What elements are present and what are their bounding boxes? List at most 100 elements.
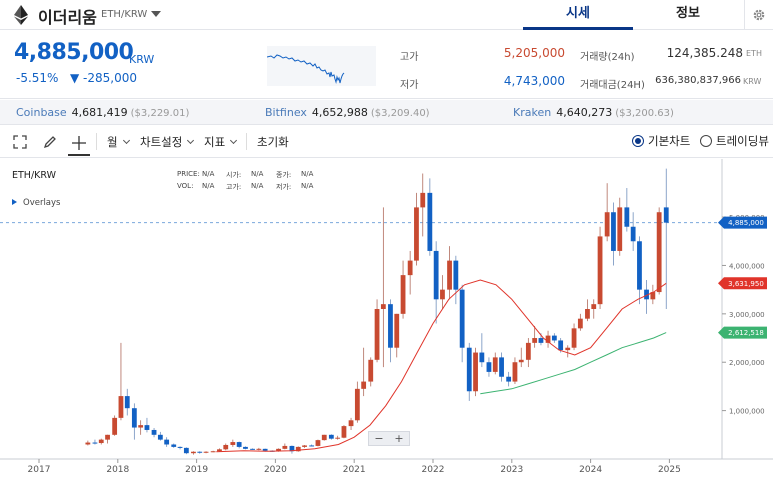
amount-label: 거래대금(24H) xyxy=(580,80,645,91)
candle-body xyxy=(663,207,669,223)
basic-chart-radio[interactable]: 기본차트 xyxy=(632,133,690,149)
coin-select-caret-icon[interactable] xyxy=(151,11,161,17)
low-value: 4,743,000 xyxy=(503,74,565,88)
candle-body xyxy=(236,442,242,447)
high-value: 5,205,000 xyxy=(503,46,565,60)
candle-body xyxy=(433,250,439,300)
candle-body xyxy=(420,192,426,208)
gear-icon[interactable] xyxy=(744,0,773,30)
candle-body xyxy=(256,448,262,450)
candle-body xyxy=(492,357,498,372)
volume-value: 124,385.248 xyxy=(666,46,743,60)
ohlc-close-label: 종가: xyxy=(276,171,292,179)
candle-body xyxy=(466,347,472,392)
change-amount: ▼ -285,000 xyxy=(70,71,137,85)
exchange-usd: ($3,209.40) xyxy=(370,108,430,119)
zoom-out-button[interactable]: − xyxy=(374,432,384,445)
candle-body xyxy=(585,309,590,319)
change-percent: -5.51% xyxy=(16,71,59,85)
price-chart[interactable]: 1,000,0002,000,0003,000,0004,000,0005,00… xyxy=(0,159,773,477)
candle-body xyxy=(171,444,177,447)
indicators-dropdown[interactable]: 지표 xyxy=(204,134,238,150)
candle-body xyxy=(447,260,452,290)
candle-body xyxy=(486,362,492,372)
candle-body xyxy=(368,359,374,382)
candle-body xyxy=(374,309,380,360)
candle-body xyxy=(217,449,222,452)
x-tick-label: 2020 xyxy=(264,465,287,475)
volume-unit: ETH xyxy=(746,49,762,58)
x-tick-label: 2019 xyxy=(185,465,208,475)
candle-body xyxy=(656,212,662,293)
x-tick-label: 2024 xyxy=(579,465,602,475)
exchange-kraken[interactable]: Kraken 4,640,273 ($3,200.63) xyxy=(513,106,674,119)
divider xyxy=(246,133,247,150)
chart-settings-dropdown[interactable]: 차트설정 xyxy=(140,134,195,150)
candle-body xyxy=(565,347,571,351)
candle-body xyxy=(597,236,603,305)
ethereum-icon xyxy=(14,5,28,25)
candle-body xyxy=(538,338,544,343)
ohlc-low-value: N/A xyxy=(301,182,314,190)
indicators-label: 지표 xyxy=(204,135,226,149)
candle-body xyxy=(361,381,367,389)
x-tick-label: 2023 xyxy=(500,465,523,475)
crosshair-icon[interactable] xyxy=(68,131,90,156)
ohlc-high-value: N/A xyxy=(251,182,264,190)
candle-body xyxy=(309,445,315,447)
candle-body xyxy=(394,313,400,348)
candle-body xyxy=(637,241,642,290)
ohlc-open-value: N/A xyxy=(251,170,264,178)
candle-body xyxy=(341,426,347,438)
candle-body xyxy=(611,212,616,251)
candle-body xyxy=(499,357,504,377)
tab-info[interactable]: 정보 xyxy=(676,6,700,21)
candle-body xyxy=(276,448,281,452)
overlays-toggle[interactable]: Overlays xyxy=(12,198,60,208)
exchange-bitfinex[interactable]: Bitfinex 4,652,988 ($3,209.40) xyxy=(265,106,430,119)
candle-body xyxy=(164,439,170,445)
candlestick-chart[interactable]: 1,000,0002,000,0003,000,0004,000,0005,00… xyxy=(0,159,773,477)
zoom-control: − + xyxy=(368,431,410,446)
interval-dropdown[interactable]: 월 xyxy=(107,134,130,150)
candle-body xyxy=(407,260,413,276)
interval-label: 월 xyxy=(107,135,118,149)
exchange-price: 4,652,988 xyxy=(311,106,368,119)
tradingview-radio[interactable]: 트레이딩뷰 xyxy=(700,133,769,149)
candle-body xyxy=(545,335,551,343)
radio-selected-icon xyxy=(632,135,644,147)
candle-body xyxy=(223,444,229,450)
exchange-name: Coinbase xyxy=(16,106,67,119)
candle-body xyxy=(124,396,130,409)
candle-body xyxy=(295,446,301,452)
candle-body xyxy=(250,448,255,450)
ohlc-close-value: N/A xyxy=(301,170,314,178)
zoom-in-button[interactable]: + xyxy=(394,432,404,445)
price-unit: KRW xyxy=(129,53,155,66)
candle-body xyxy=(315,440,321,446)
ohlc-high-label: 고가: xyxy=(226,183,242,191)
price-tag-bg xyxy=(718,326,767,339)
divider xyxy=(96,133,97,150)
fullscreen-icon[interactable] xyxy=(9,131,31,153)
candle-body xyxy=(624,207,630,227)
candle-body xyxy=(210,451,216,453)
candle-body xyxy=(604,212,610,237)
candle-body xyxy=(328,434,334,439)
candle-body xyxy=(105,434,110,440)
exchange-usd: ($3,229.01) xyxy=(130,108,190,119)
candle-body xyxy=(388,304,393,348)
candle-body xyxy=(414,207,419,261)
exchange-name: Bitfinex xyxy=(265,106,307,119)
reset-button[interactable]: 초기화 xyxy=(257,135,289,149)
candle-body xyxy=(591,304,597,309)
exchange-coinbase[interactable]: Coinbase 4,681,419 ($3,229.01) xyxy=(16,106,189,119)
candle-body xyxy=(302,445,307,447)
candle-body xyxy=(98,439,104,444)
mini-sparkline-chart xyxy=(267,46,376,86)
amount-unit: KRW xyxy=(743,77,762,86)
tab-price[interactable]: 시세 xyxy=(523,0,633,30)
pencil-icon[interactable] xyxy=(39,131,61,153)
candle-body xyxy=(112,417,118,435)
chevron-down-icon xyxy=(122,136,130,145)
